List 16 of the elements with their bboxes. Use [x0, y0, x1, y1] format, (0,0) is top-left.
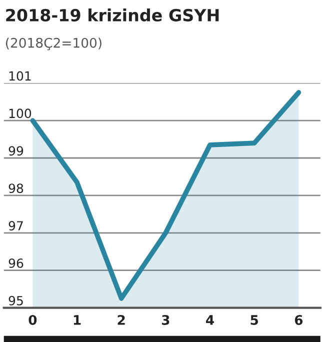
- x-tick-label: 4: [206, 315, 214, 325]
- y-tick-label: 99: [8, 146, 24, 156]
- y-tick-label: 95: [8, 296, 23, 306]
- y-tick-label: 101: [9, 71, 31, 81]
- x-tick-label: 5: [250, 315, 258, 325]
- chart-subtitle: (2018Ç2=100): [6, 38, 102, 50]
- x-tick-label: 2: [118, 314, 125, 325]
- x-tick-label: 1: [74, 315, 81, 325]
- x-tick-label: 6: [294, 314, 303, 325]
- y-tick-label: 96: [8, 258, 24, 268]
- y-tick-label: 97: [8, 221, 23, 230]
- chart-title: 2018-19 krizinde GSYH: [6, 8, 219, 22]
- y-tick-label: 100: [9, 108, 32, 118]
- x-tick-label: 3: [162, 314, 170, 325]
- x-tick-label: 0: [28, 314, 37, 325]
- y-tick-label: 98: [8, 184, 24, 194]
